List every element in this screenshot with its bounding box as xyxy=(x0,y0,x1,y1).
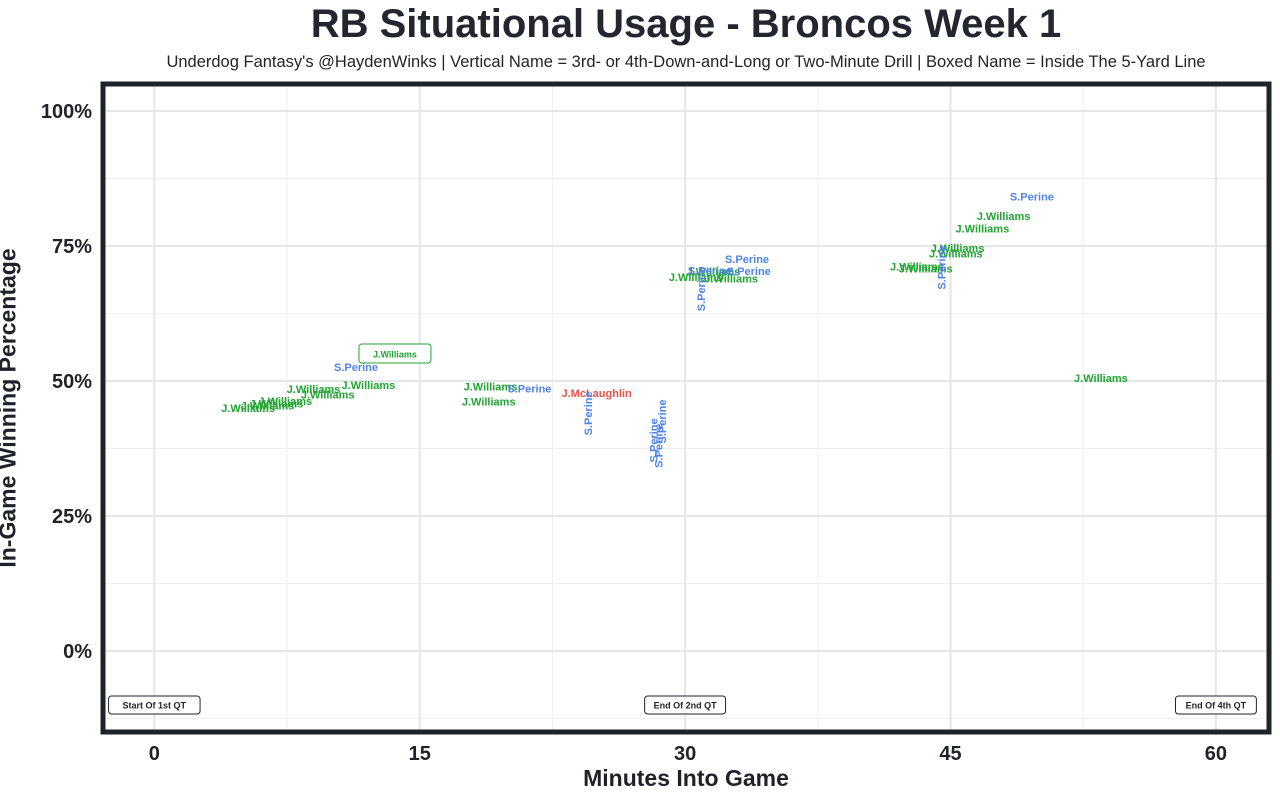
point-label-j-williams: J.Williams xyxy=(704,273,758,285)
point-label-j-williams: J.Williams xyxy=(687,266,741,278)
y-tick-label: 0% xyxy=(63,641,92,663)
point-label-s-perine-vertical: S.Perine xyxy=(648,418,660,462)
y-tick-label: 100% xyxy=(41,101,92,123)
point-label-s-perine: S.Perine xyxy=(334,362,378,374)
point-label-s-perine: S.Perine xyxy=(725,254,769,266)
point-label-s-perine-vertical: S.Perine xyxy=(583,391,595,435)
quarter-marker-box xyxy=(108,695,201,715)
x-tick-label: 0 xyxy=(149,743,160,765)
point-box-j-williams xyxy=(358,343,432,364)
point-label-j-williams: J.Williams xyxy=(241,400,295,412)
point-label-j-williams: J.Williams xyxy=(462,397,516,409)
point-label-j-williams: J.Williams xyxy=(931,243,985,255)
data-labels: J.WilliamsJ.WilliamsJ.WilliamsJ.Williams… xyxy=(221,191,1128,467)
point-label-j-williams: J.Williams xyxy=(929,249,983,261)
point-label-s-perine: S.Perine xyxy=(727,266,771,278)
quarter-markers: Start Of 1st QT End Of 2nd QT End Of 4th Q… xyxy=(108,695,1257,715)
chart-title: RB Situational Usage - Broncos Week 1 xyxy=(310,2,1062,46)
y-tick-label: 25% xyxy=(52,506,92,528)
point-label-j-williams: J.Williams xyxy=(899,264,953,276)
chart-subtitle: Underdog Fantasy's @HaydenWinks | Vertic… xyxy=(166,53,1206,71)
point-label-j-williams: J.Williams xyxy=(301,390,355,402)
major-gridlines xyxy=(103,84,1269,732)
plot-frame xyxy=(100,81,1272,735)
point-label-j-williams: J.Williams xyxy=(1074,373,1128,385)
quarter-marker-label: End Of 4th QT xyxy=(1186,701,1247,711)
x-axis-label: Minutes Into Game xyxy=(583,765,789,791)
point-label-j-williams: J.Williams xyxy=(287,384,341,396)
point-label-j-williams: J.Williams xyxy=(669,272,723,284)
x-tick-label: 45 xyxy=(939,743,961,765)
point-label-j-williams: J.Williams xyxy=(956,224,1010,236)
point-label-j-mclaughlin: J.McLaughlin xyxy=(562,388,633,400)
x-tick-labels: 0 15 30 45 60 xyxy=(149,743,1227,765)
quarter-marker-box xyxy=(644,695,727,715)
point-label-s-perine: S.Perine xyxy=(688,265,732,277)
quarter-marker-box xyxy=(1174,695,1257,715)
point-label-s-perine-vertical: S.Perine xyxy=(696,267,708,311)
point-label-j-williams: J.Williams xyxy=(890,262,944,274)
point-label-s-perine-vertical: S.Perine xyxy=(654,424,666,468)
y-tick-label: 50% xyxy=(52,371,92,393)
point-label-j-williams: J.Williams xyxy=(250,399,304,411)
point-label-j-williams: J.Williams xyxy=(221,403,275,415)
point-label-j-williams: J.Williams xyxy=(464,381,518,393)
point-label-s-perine-vertical: S.Perine xyxy=(657,399,669,443)
point-label-j-williams: J.Williams xyxy=(342,380,396,392)
point-label-s-perine-vertical: S.Perine xyxy=(937,246,949,290)
point-label-s-perine: S.Perine xyxy=(507,384,551,396)
quarter-marker-label: Start Of 1st QT xyxy=(123,701,187,711)
y-tick-labels: 0% 25% 50% 75% 100% xyxy=(41,101,92,663)
point-label-j-williams: J.Williams xyxy=(258,396,312,408)
y-tick-label: 75% xyxy=(52,236,92,258)
x-tick-label: 30 xyxy=(674,743,696,765)
point-label-s-perine: S.Perine xyxy=(1010,191,1054,203)
point-label-j-williams-boxed: J.Williams xyxy=(373,350,417,360)
x-tick-label: 60 xyxy=(1205,743,1227,765)
quarter-marker-label: End Of 2nd QT xyxy=(654,701,717,711)
x-tick-label: 15 xyxy=(409,743,431,765)
point-label-j-williams: J.Williams xyxy=(977,211,1031,223)
